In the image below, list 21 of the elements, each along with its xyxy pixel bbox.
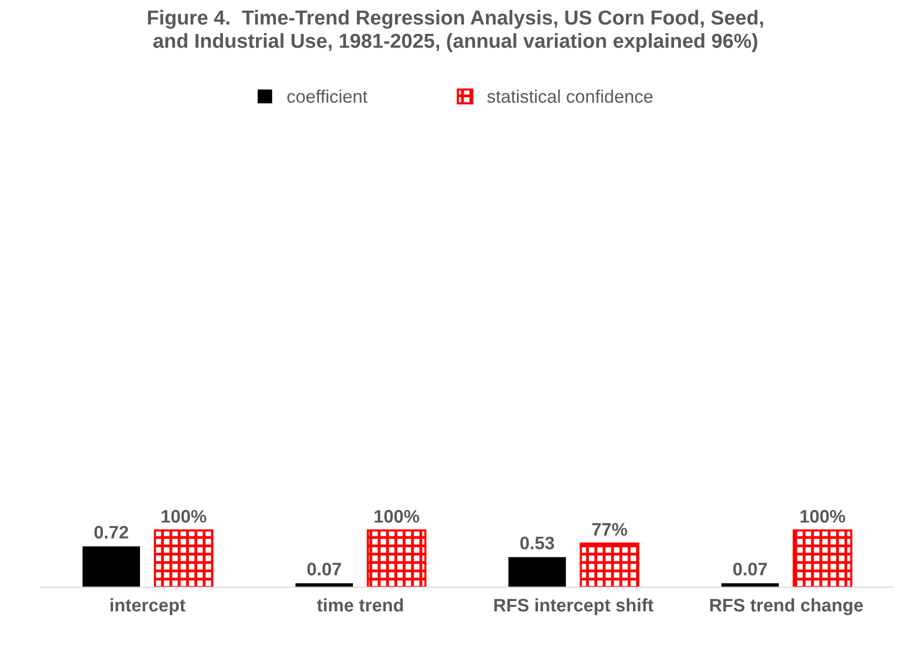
x-tick-label: RFS trend change	[710, 598, 863, 616]
data-label: 0.07	[307, 562, 341, 576]
bar	[366, 529, 426, 588]
data-label: 77%	[592, 523, 628, 536]
legend-label: statistical confidence	[487, 90, 653, 103]
data-label: 100%	[162, 510, 206, 523]
data-label: 100%	[800, 510, 846, 523]
bar	[508, 557, 566, 588]
data-label: 0.53	[520, 536, 554, 550]
data-label: 0.07	[733, 562, 767, 576]
data-label: 0.72	[94, 526, 128, 539]
legend-label: coefficient	[287, 90, 368, 103]
bar	[82, 546, 140, 588]
chart-title: Figure 4. Time-Trend Regression Analysis, US Corn Food, Seed, and Industrial Use, 1981-2025, (annual variation explained 96%)	[148, 10, 764, 52]
x-tick-label: RFS intercept shift	[494, 598, 654, 616]
x-tick-label: time trend	[316, 598, 403, 612]
bar	[792, 529, 852, 588]
bar	[580, 542, 640, 588]
x-tick-label: intercept	[110, 598, 186, 616]
data-label: 100%	[374, 510, 420, 523]
bar	[154, 529, 214, 588]
